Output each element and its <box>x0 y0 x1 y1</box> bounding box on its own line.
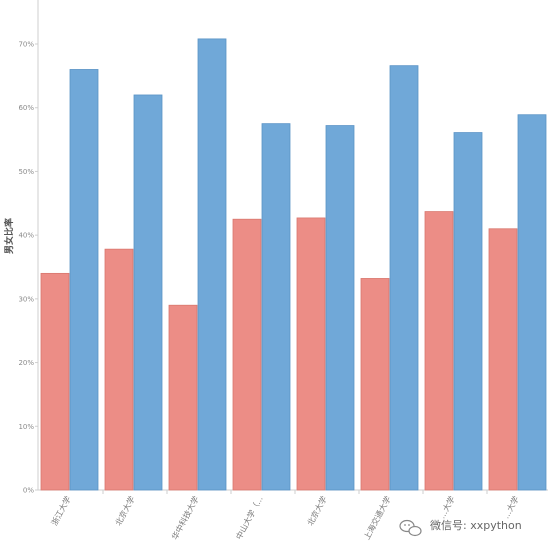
bar-female <box>424 211 454 491</box>
bar-male <box>453 132 483 491</box>
y-tick-label: 0% <box>23 487 34 495</box>
bar-female <box>40 272 70 491</box>
bar-male <box>69 69 99 491</box>
y-axis-title: 男女比率 <box>3 218 15 254</box>
y-tick-label: 30% <box>18 295 34 303</box>
bars-group <box>40 38 547 491</box>
y-tick-label: 20% <box>18 359 34 367</box>
bar-male <box>133 94 163 491</box>
bar-female <box>296 217 326 491</box>
y-tick-label: 60% <box>18 104 34 112</box>
x-category-label: 中山大学（... <box>234 494 265 541</box>
x-category-label: …大学 <box>437 494 457 520</box>
wechat-icon <box>399 519 422 537</box>
y-tick-label: 70% <box>18 41 34 49</box>
bar-female <box>360 278 390 491</box>
labels-group: 浙江大学 北京大学 华中科技大学 中山大学（... 北京大学 上海交通大学 …大学 …大学 <box>49 494 521 541</box>
watermark-text: 微信号: xxpython <box>430 518 522 532</box>
bar-male <box>517 114 547 491</box>
x-category-label: 浙江大学 <box>49 494 73 527</box>
bar-male <box>389 65 419 491</box>
bar-female <box>232 218 262 491</box>
bar-male <box>261 123 291 491</box>
bar-female <box>168 304 198 491</box>
bar-female <box>488 228 518 491</box>
x-category-label: 上海交通大学 <box>361 494 392 541</box>
y-tick-label: 10% <box>18 423 34 431</box>
x-category-label: 北京大学 <box>113 494 137 527</box>
x-category-label: 北京大学 <box>305 494 329 527</box>
y-tick-label: 50% <box>18 168 34 176</box>
x-category-label: 华中科技大学 <box>169 494 200 541</box>
bar-female <box>104 248 134 491</box>
y-tick-label: 40% <box>18 232 34 240</box>
watermark: 微信号: xxpython <box>399 518 522 537</box>
bar-male <box>197 38 227 491</box>
bar-male <box>325 125 355 491</box>
x-category-label: …大学 <box>501 494 521 520</box>
